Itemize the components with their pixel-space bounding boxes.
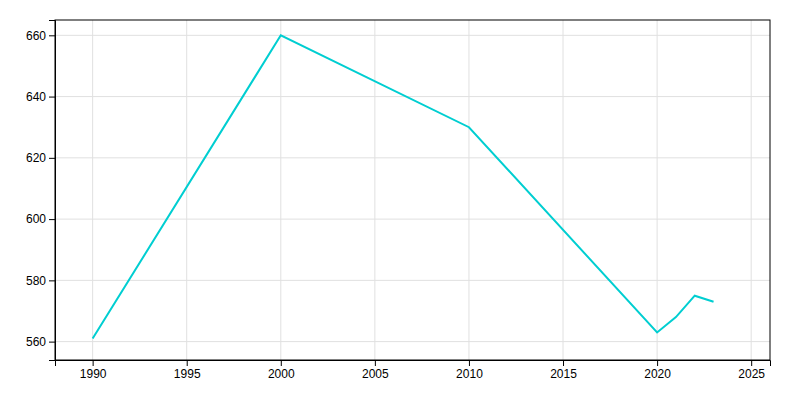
grid-line <box>657 20 658 360</box>
tick: 560 <box>26 335 55 349</box>
tick-label: 2015 <box>550 367 577 381</box>
tick-label: 560 <box>26 335 46 349</box>
tick-mark <box>49 280 55 281</box>
grid-line <box>374 20 375 360</box>
tick-label: 640 <box>26 90 46 104</box>
tick-label: 620 <box>26 151 46 165</box>
tick: 600 <box>26 212 55 226</box>
tick-label: 1995 <box>174 367 201 381</box>
tick-mark <box>657 360 658 366</box>
tick: 2000 <box>268 360 295 381</box>
line <box>93 35 714 338</box>
grid-line <box>186 20 187 360</box>
tick: 620 <box>26 151 55 165</box>
tick-label: 600 <box>26 212 46 226</box>
grid-line <box>92 20 93 360</box>
tick-label: 580 <box>26 274 46 288</box>
tick-mark <box>375 360 376 366</box>
grid-line <box>55 341 770 342</box>
marks <box>93 35 714 338</box>
tick: 2020 <box>644 360 671 381</box>
tick-label: 2020 <box>644 367 671 381</box>
tick: 2015 <box>550 360 577 381</box>
grid-line <box>55 157 770 158</box>
grid-line <box>751 20 752 360</box>
tick-mark <box>187 360 188 366</box>
y-axis: 560 580 600 620 640 660 <box>26 21 56 361</box>
tick-label: 2005 <box>362 367 389 381</box>
tick: 2010 <box>456 360 483 381</box>
axis-line <box>56 361 771 367</box>
plot-frame <box>55 20 770 360</box>
tick: 580 <box>26 274 55 288</box>
grid-line <box>55 96 770 97</box>
chart: 1990 1995 2000 2005 2010 2015 2020 2025 560 580 60… <box>0 0 800 400</box>
tick-label: 1990 <box>80 367 107 381</box>
tick-mark <box>469 360 470 366</box>
tick-mark <box>93 360 94 366</box>
tick: 1995 <box>174 360 201 381</box>
grid-line <box>55 219 770 220</box>
grid-line <box>468 20 469 360</box>
tick-mark <box>49 97 55 98</box>
grid-line <box>563 20 564 360</box>
tick-label: 2025 <box>738 367 765 381</box>
tick: 2025 <box>738 360 765 381</box>
tick-mark <box>49 219 55 220</box>
grid <box>55 20 770 360</box>
x-axis: 1990 1995 2000 2005 2010 2015 2020 2025 <box>56 360 771 381</box>
tick-mark <box>49 158 55 159</box>
tick-label: 2000 <box>268 367 295 381</box>
tick-label: 660 <box>26 29 46 43</box>
tick-mark <box>49 35 55 36</box>
axis-line <box>49 21 56 361</box>
grid-line <box>55 280 770 281</box>
grid-line <box>280 20 281 360</box>
tick-mark <box>49 342 55 343</box>
tick: 2005 <box>362 360 389 381</box>
plot: 1990 1995 2000 2005 2010 2015 2020 2025 560 580 60… <box>26 20 771 381</box>
tick-mark <box>281 360 282 366</box>
tick-label: 2010 <box>456 367 483 381</box>
grid-line <box>55 35 770 36</box>
tick: 640 <box>26 90 55 104</box>
tick: 660 <box>26 29 55 43</box>
tick-mark <box>751 360 752 366</box>
tick-mark <box>563 360 564 366</box>
tick: 1990 <box>80 360 107 381</box>
